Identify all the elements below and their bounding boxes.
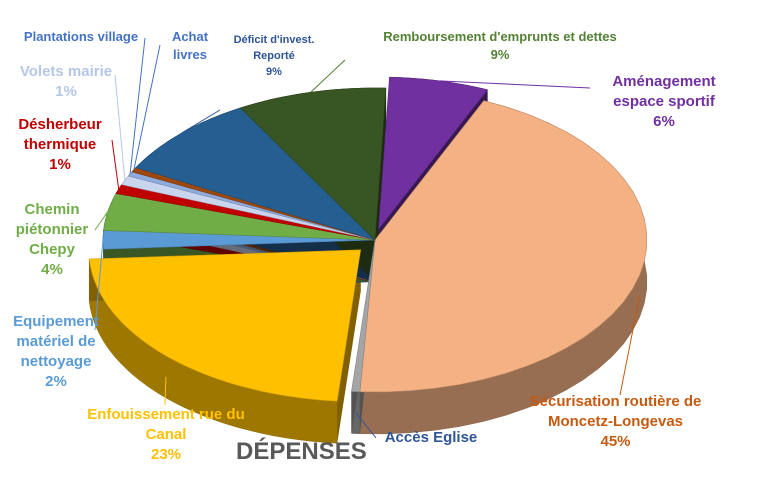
slice-label: Désherbeur thermique 1% — [4, 115, 116, 175]
slice-label: Sécurisation routière de Moncetz-Longeva… — [508, 392, 723, 452]
value-label: 9% — [490, 47, 510, 62]
slice-label: Chemin piétonnier Chepy 4% — [8, 200, 96, 280]
slice — [88, 249, 362, 402]
slice-wall — [375, 88, 386, 282]
leader-line — [619, 296, 641, 396]
value-label: 23% — [150, 446, 182, 463]
leader-line — [180, 109, 221, 135]
category-name: Sécurisation routière de Moncetz-Longeva… — [529, 393, 702, 430]
slice-label: Déficit d'invest. Reporté 9% — [218, 32, 330, 80]
leader-line — [114, 74, 126, 181]
category-name: Remboursement d'emprunts et dettes — [383, 29, 617, 44]
slice-label: Enfouissement rue du Canal 23% — [82, 405, 250, 465]
slice-label: Achat livres — [160, 28, 220, 64]
value-label: 9% — [266, 66, 282, 78]
slice-label: Equipement matériel de nettoyage 2% — [0, 312, 112, 392]
leader-line — [439, 80, 591, 89]
category-name: Chemin piétonnier Chepy — [15, 201, 89, 258]
leader-line — [111, 139, 120, 190]
leader-line — [355, 412, 377, 439]
slice — [351, 239, 376, 393]
category-name: Désherbeur thermique — [18, 116, 102, 153]
category-name: Accès Eglise — [384, 429, 478, 446]
category-name: Equipement matériel de nettoyage — [13, 313, 99, 370]
value-label: 2% — [45, 373, 67, 390]
value-label: 1% — [49, 156, 71, 173]
slice-label: Volets mairie 1% — [12, 62, 120, 102]
leader-line — [310, 59, 346, 93]
chart-title: DÉPENSES — [236, 438, 367, 465]
category-name: Plantations village — [23, 29, 139, 44]
category-name: Déficit d'invest. Reporté — [233, 34, 315, 62]
leader-line — [133, 44, 161, 170]
slice — [359, 100, 647, 393]
value-label: 4% — [41, 261, 63, 278]
value-label: 1% — [55, 83, 77, 100]
slice-label: Aménagement espace sportif 6% — [588, 72, 740, 132]
slice-label: Plantations village — [6, 28, 156, 46]
category-name: Enfouissement rue du Canal — [87, 406, 245, 443]
leader-line — [129, 37, 146, 174]
category-name: Aménagement espace sportif — [612, 73, 716, 110]
slice-wall — [337, 249, 361, 444]
leader-line — [94, 211, 109, 231]
slice-label: Remboursement d'emprunts et dettes 9% — [345, 28, 655, 64]
category-name: Achat livres — [171, 29, 209, 62]
value-label: 6% — [653, 113, 675, 130]
value-label: 45% — [600, 433, 631, 450]
leader-line — [94, 239, 104, 331]
leader-line — [164, 376, 167, 406]
slice-label: Accès Eglise — [376, 428, 486, 448]
category-name: Volets mairie — [19, 63, 113, 80]
